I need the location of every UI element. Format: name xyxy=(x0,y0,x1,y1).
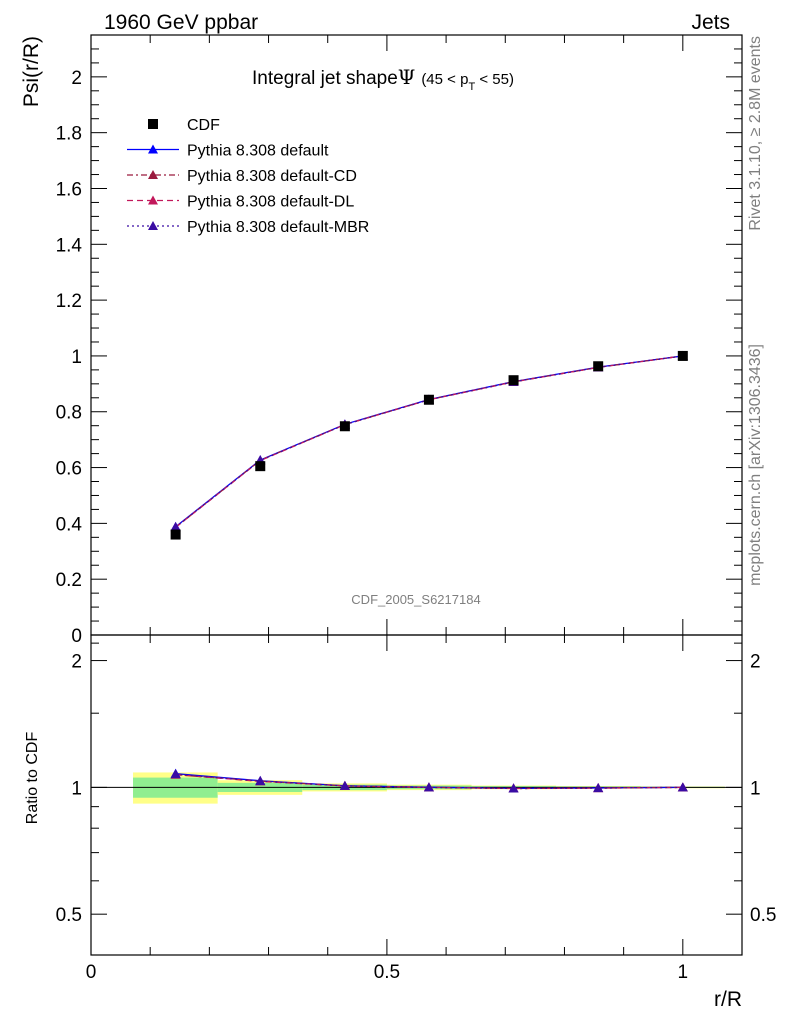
ratio-axis-ticks: 0.5 0.5 1 1 2 2 0 0.5 1 xyxy=(56,635,776,983)
plot-title-symbol: Ψ xyxy=(398,65,416,89)
ratio-y-tick-label-right: 2 xyxy=(750,652,761,673)
ratio-series-marker xyxy=(508,783,519,793)
cdf-data-point xyxy=(423,394,434,405)
main-y-tick-label: 1.8 xyxy=(56,124,82,145)
main-plot-panel: 0 0.2 0.4 0.6 0.8 1 1.2 1.4 1.6 1.8 2 Integral jet… xyxy=(20,34,743,647)
legend-label: Pythia 8.308 default-DL xyxy=(187,194,354,211)
legend-entry: Pythia 8.308 default-DL xyxy=(127,194,354,211)
ratio-plot-panel: 0.5 0.5 1 1 2 2 0 0.5 1 Ratio to CDF r/R xyxy=(24,634,776,1011)
ratio-series-marker xyxy=(339,780,350,790)
legend-entry: Pythia 8.308 default xyxy=(127,143,329,160)
legend-marker xyxy=(148,170,158,179)
cdf-data-point xyxy=(255,461,266,472)
main-series-line xyxy=(175,355,683,528)
x-tick-label: 0 xyxy=(86,962,97,983)
legend: CDF Pythia 8.308 default Pythia 8.308 defa… xyxy=(127,117,369,236)
legend-data-marker xyxy=(148,119,158,129)
ratio-y-tick-label: 2 xyxy=(71,652,82,673)
cdf-data-point xyxy=(170,529,181,540)
cdf-data-point xyxy=(677,350,688,361)
main-y-tick-label: 0.6 xyxy=(56,459,82,480)
legend-entry: CDF xyxy=(148,117,220,134)
main-series-line xyxy=(175,355,683,528)
legend-entry: Pythia 8.308 default-CD xyxy=(127,168,357,185)
main-axis-ticks: 0 0.2 0.4 0.6 0.8 1 1.2 1.4 1.6 1.8 2 xyxy=(56,34,743,647)
cdf-data-point xyxy=(593,361,604,372)
mcplots-label: mcplots.cern.ch [arXiv:1306.3436] xyxy=(747,344,764,586)
plot-title-range-open: (45 < p xyxy=(421,71,468,88)
plot-title-main: Integral jet shape xyxy=(252,68,398,89)
ratio-series-marker xyxy=(170,769,181,779)
rivet-version-label: Rivet 3.1.10, ≥ 2.8M events xyxy=(747,36,764,231)
main-series-line xyxy=(175,355,683,528)
header-energy-label: 1960 GeV ppbar xyxy=(104,11,258,34)
main-y-tick-label: 2 xyxy=(71,68,82,89)
main-y-tick-label: 1.2 xyxy=(56,291,82,312)
plot-title: Integral jet shapeΨ (45 < pT < 55) xyxy=(252,65,514,93)
ratio-plot-frame xyxy=(90,634,743,956)
main-series-layer xyxy=(170,350,688,532)
plot-title-range-sub: T xyxy=(468,81,475,93)
ratio-y-tick-label-right: 0.5 xyxy=(750,905,776,926)
main-series-marker xyxy=(170,522,181,531)
cdf-data-point xyxy=(339,421,350,432)
ratio-y-tick-label: 1 xyxy=(71,778,82,799)
ratio-y-tick-label-right: 1 xyxy=(750,778,761,799)
legend-label: Pythia 8.308 default-MBR xyxy=(187,219,369,236)
header-process-label: Jets xyxy=(691,11,730,34)
legend-entry: Pythia 8.308 default-MBR xyxy=(127,219,369,236)
ratio-series-marker xyxy=(593,783,604,793)
legend-marker xyxy=(148,144,158,154)
main-y-tick-label: 1.4 xyxy=(56,235,83,256)
plot-title-range-close: < 55) xyxy=(475,71,514,88)
ratio-series-marker xyxy=(423,782,434,792)
legend-marker xyxy=(148,221,158,230)
ratio-y-tick-label: 0.5 xyxy=(56,905,82,926)
legend-label: Pythia 8.308 default-CD xyxy=(187,168,357,185)
ratio-series-marker xyxy=(677,782,688,792)
ratio-series-marker xyxy=(255,776,266,786)
x-tick-label: 1 xyxy=(678,962,689,983)
analysis-watermark: CDF_2005_S6217184 xyxy=(351,592,480,607)
main-y-axis-label: Psi(r/R) xyxy=(20,36,43,107)
main-y-tick-label: 0.4 xyxy=(56,514,83,535)
main-series-line xyxy=(175,355,683,528)
x-axis-label: r/R xyxy=(714,988,742,1011)
legend-label: CDF xyxy=(187,117,220,134)
main-y-tick-label: 1 xyxy=(71,347,82,368)
main-y-tick-label: 1.6 xyxy=(56,179,82,200)
legend-marker xyxy=(148,195,158,205)
main-y-tick-label: 0.2 xyxy=(56,570,82,591)
ratio-series-layer xyxy=(170,768,688,793)
main-y-tick-label: 0.8 xyxy=(56,403,82,424)
main-y-tick-label: 0 xyxy=(71,626,82,647)
x-tick-label: 0.5 xyxy=(374,962,400,983)
cdf-data-point xyxy=(508,375,519,386)
ratio-y-axis-label: Ratio to CDF xyxy=(24,732,41,825)
cdf-data-points xyxy=(170,350,688,540)
legend-label: Pythia 8.308 default xyxy=(187,143,329,160)
